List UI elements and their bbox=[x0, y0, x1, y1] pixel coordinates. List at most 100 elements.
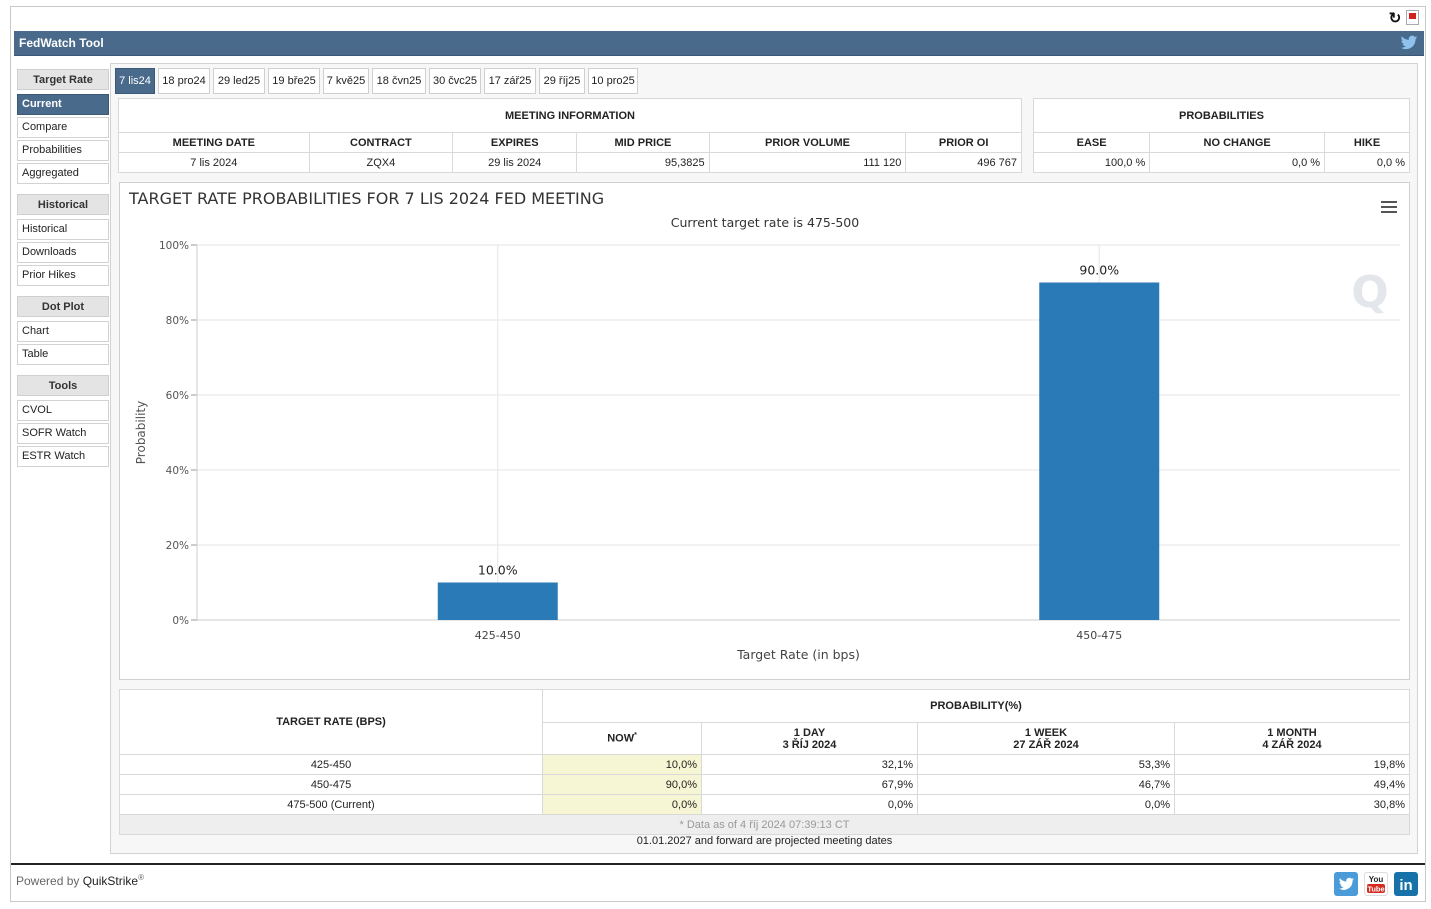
tab-meeting[interactable]: 19 bře25 bbox=[268, 68, 320, 94]
col-1-day: 1 DAY 3 ŘÍJ 2024 bbox=[701, 722, 918, 755]
value-contract: ZQX4 bbox=[308, 152, 454, 173]
linkedin-icon[interactable]: in bbox=[1394, 872, 1418, 896]
cell-rate: 475-500 (Current) bbox=[119, 794, 543, 815]
col-ease: EASE bbox=[1032, 132, 1151, 153]
title-bar: FedWatch Tool bbox=[14, 31, 1424, 56]
chart-canvas: TARGET RATE PROBABILITIES FOR 7 LIS 2024… bbox=[128, 189, 1400, 662]
value-prior-oi: 496 767 bbox=[905, 152, 1022, 173]
col-no-change: NO CHANGE bbox=[1149, 132, 1326, 153]
col-1-month: 1 MONTH 4 ZÁŘ 2024 bbox=[1174, 722, 1410, 755]
col-prior-oi: PRIOR OI bbox=[905, 132, 1022, 153]
cell-now: 0,0% bbox=[542, 794, 702, 815]
tab-meeting[interactable]: 7 lis24 bbox=[115, 68, 155, 94]
table-row: 475-500 (Current) 0,0% 0,0% 0,0% 30,8% bbox=[119, 794, 1410, 815]
sidebar-item-sofr-watch[interactable]: SOFR Watch bbox=[17, 423, 109, 444]
sidebar-heading-historical: Historical bbox=[17, 194, 109, 215]
sidebar-heading-target-rate: Target Rate bbox=[17, 69, 109, 90]
top-toolbar: ↻ bbox=[11, 7, 1425, 31]
value-prior-volume: 111 120 bbox=[708, 152, 907, 173]
main-content: 7 lis24 18 pro24 29 led25 19 bře25 7 kvě25 18… bbox=[110, 63, 1418, 854]
sidebar: Target Rate Current Compare Probabilities Ag… bbox=[17, 69, 109, 469]
col-mid-price: MID PRICE bbox=[576, 132, 710, 153]
col-probability-group: PROBABILITY(%) bbox=[542, 689, 1410, 723]
value-no-change: 0,0 % bbox=[1149, 152, 1326, 173]
y-tick-label: 0% bbox=[172, 615, 189, 627]
bar-450-475[interactable] bbox=[1039, 282, 1160, 621]
cell-1-day: 67,9% bbox=[701, 774, 918, 795]
cell-1-week: 46,7% bbox=[917, 774, 1175, 795]
sidebar-heading-tools: Tools bbox=[17, 375, 109, 396]
tab-meeting[interactable]: 7 kvě25 bbox=[323, 68, 369, 94]
probabilities-table: PROBABILITIES EASE NO CHANGE HIKE 100,0 % 0… bbox=[1032, 98, 1410, 173]
footer: Powered by QuikStrike® You Tube in bbox=[11, 863, 1425, 901]
tab-meeting[interactable]: 17 zář25 bbox=[484, 68, 536, 94]
app-title: FedWatch Tool bbox=[19, 36, 104, 50]
table-row: 425-450 10,0% 32,1% 53,3% 19,8% bbox=[119, 754, 1410, 775]
tab-meeting[interactable]: 18 čvn25 bbox=[372, 68, 426, 94]
cell-1-month: 49,4% bbox=[1174, 774, 1410, 795]
pdf-icon[interactable] bbox=[1406, 10, 1419, 25]
chart-subtitle: Current target rate is 475-500 bbox=[671, 215, 859, 230]
col-now: NOW* bbox=[542, 722, 702, 755]
col-target-rate: TARGET RATE (BPS) bbox=[119, 689, 543, 755]
y-tick-label: 40% bbox=[166, 465, 189, 477]
tab-meeting[interactable]: 10 pro25 bbox=[588, 68, 638, 94]
cell-1-day: 0,0% bbox=[701, 794, 918, 815]
sidebar-item-historical[interactable]: Historical bbox=[17, 219, 109, 240]
y-tick-label: 80% bbox=[166, 315, 189, 327]
sidebar-item-cvol[interactable]: CVOL bbox=[17, 400, 109, 421]
value-meeting-date: 7 lis 2024 bbox=[118, 152, 310, 173]
x-tick-label: 425-450 bbox=[475, 629, 521, 642]
tab-meeting[interactable]: 18 pro24 bbox=[158, 68, 210, 94]
x-axis-title: Target Rate (in bps) bbox=[736, 647, 860, 662]
quikstrike-link[interactable]: QuikStrike bbox=[82, 874, 139, 888]
table-row: 450-475 90,0% 67,9% 46,7% 49,4% bbox=[119, 774, 1410, 795]
y-tick-label: 100% bbox=[159, 240, 189, 252]
twitter-share-icon[interactable] bbox=[1334, 872, 1358, 896]
sidebar-item-chart[interactable]: Chart bbox=[17, 321, 109, 342]
bar-data-label: 90.0% bbox=[1079, 263, 1119, 278]
cell-1-day: 32,1% bbox=[701, 754, 918, 775]
y-axis-title: Probability bbox=[134, 401, 148, 464]
x-tick-label: 450-475 bbox=[1076, 629, 1122, 642]
tab-meeting[interactable]: 29 říj25 bbox=[539, 68, 585, 94]
sidebar-item-compare[interactable]: Compare bbox=[17, 117, 109, 138]
value-mid-price: 95,3825 bbox=[576, 152, 710, 173]
youtube-icon[interactable]: You Tube bbox=[1364, 872, 1388, 896]
tab-meeting[interactable]: 29 led25 bbox=[213, 68, 265, 94]
probabilities-heading: PROBABILITIES bbox=[1033, 98, 1410, 133]
value-hike: 0,0 % bbox=[1324, 152, 1410, 173]
bar-425-450[interactable] bbox=[437, 582, 558, 621]
cell-now: 90,0% bbox=[542, 774, 702, 795]
sidebar-item-downloads[interactable]: Downloads bbox=[17, 242, 109, 263]
sidebar-item-table[interactable]: Table bbox=[17, 344, 109, 365]
svg-text:You: You bbox=[1369, 875, 1384, 884]
col-meeting-date: MEETING DATE bbox=[118, 132, 310, 153]
sidebar-item-estr-watch[interactable]: ESTR Watch bbox=[17, 446, 109, 467]
svg-text:Tube: Tube bbox=[1367, 885, 1384, 894]
quikstrike-watermark: Q bbox=[1351, 267, 1388, 318]
refresh-icon[interactable]: ↻ bbox=[1388, 10, 1402, 27]
col-expires: EXPIRES bbox=[452, 132, 578, 153]
data-as-of-note: * Data as of 4 říj 2024 07:39:13 CT bbox=[119, 814, 1410, 835]
projected-dates-note: 01.01.2027 and forward are projected mee… bbox=[636, 835, 893, 847]
col-1-week: 1 WEEK 27 ZÁŘ 2024 bbox=[917, 722, 1175, 755]
chart-menu-icon[interactable] bbox=[1381, 201, 1397, 215]
cell-rate: 450-475 bbox=[119, 774, 543, 795]
sidebar-item-probabilities[interactable]: Probabilities bbox=[17, 140, 109, 161]
sidebar-item-aggregated[interactable]: Aggregated bbox=[17, 163, 109, 184]
cell-rate: 425-450 bbox=[119, 754, 543, 775]
tab-meeting[interactable]: 30 čvc25 bbox=[429, 68, 481, 94]
chart-title: TARGET RATE PROBABILITIES FOR 7 LIS 2024… bbox=[128, 189, 604, 208]
col-contract: CONTRACT bbox=[308, 132, 454, 153]
probability-chart: TARGET RATE PROBABILITIES FOR 7 LIS 2024… bbox=[119, 182, 1410, 680]
col-prior-volume: PRIOR VOLUME bbox=[708, 132, 907, 153]
sidebar-item-prior-hikes[interactable]: Prior Hikes bbox=[17, 265, 109, 286]
probability-history-table: TARGET RATE (BPS) PROBABILITY(%) NOW* 1 … bbox=[119, 689, 1410, 835]
powered-by: Powered by QuikStrike® bbox=[16, 873, 144, 888]
meeting-information-table: MEETING INFORMATION MEETING DATE CONTRACT… bbox=[118, 98, 1022, 173]
sidebar-item-current[interactable]: Current bbox=[17, 94, 109, 115]
value-ease: 100,0 % bbox=[1032, 152, 1151, 173]
cell-1-week: 0,0% bbox=[917, 794, 1175, 815]
twitter-icon[interactable] bbox=[1400, 35, 1418, 51]
